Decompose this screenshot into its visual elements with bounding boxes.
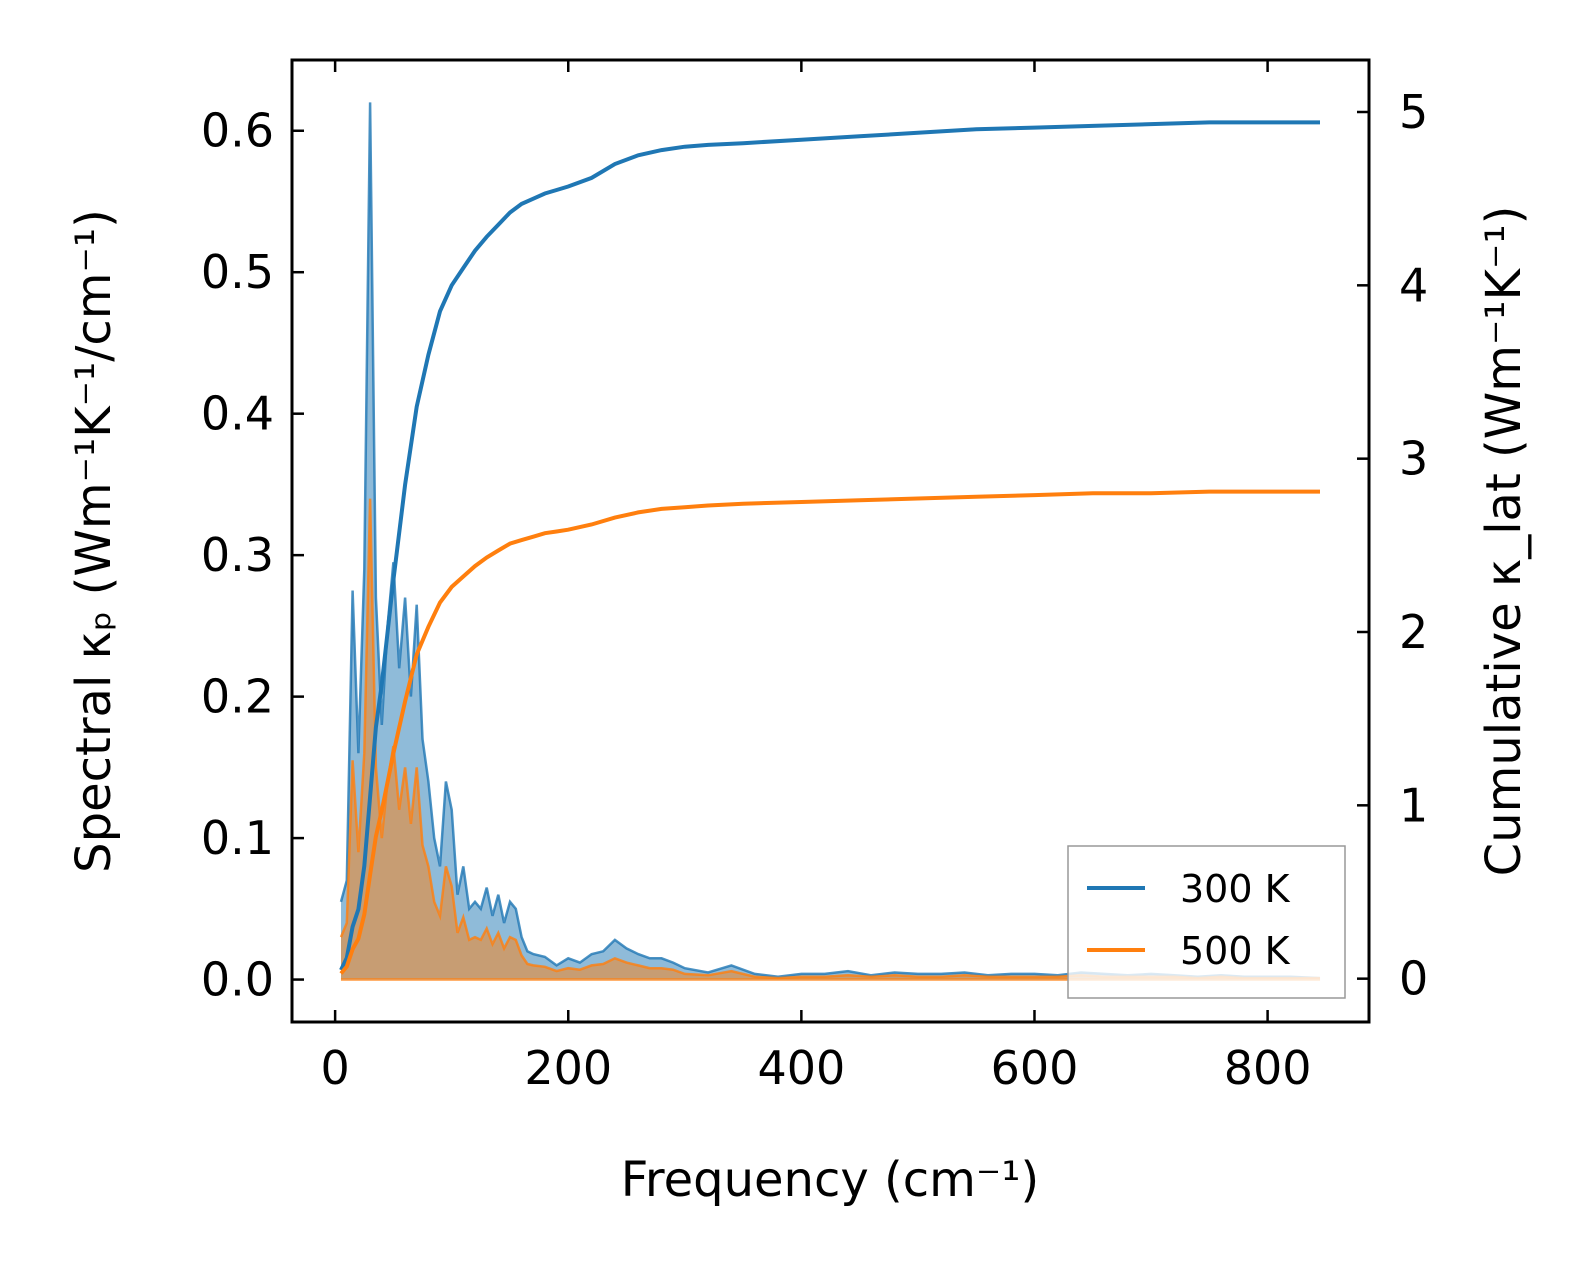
- plot-frame: [290, 58, 1371, 1024]
- y-left-tick-label: 0.6: [201, 104, 274, 158]
- cumulative-line-300k: [339, 120, 1320, 971]
- spectral-fill-500k: [341, 498, 1320, 980]
- spectral-fill-300k: [341, 102, 1320, 980]
- axis-ticks: 0 200 400 600 800 0.0 0.1 0.2 0.3 0.4 0.5 0.6 0 1 2 3 4 5: [201, 60, 1428, 1095]
- y-left-tick-label: 0.3: [201, 528, 274, 582]
- y-left-tick-label: 0.5: [201, 245, 274, 299]
- x-tick-label: 800: [1224, 1041, 1312, 1095]
- y-left-tick-label: 0.4: [201, 387, 274, 441]
- x-tick-label: 200: [524, 1041, 612, 1095]
- legend: 300 K 500 K: [1067, 845, 1346, 999]
- y-right-tick-label: 4: [1399, 258, 1428, 312]
- x-tick-label: 400: [757, 1041, 845, 1095]
- y-right-tick-label: 5: [1399, 85, 1428, 139]
- legend-label-300k: 300 K: [1180, 867, 1291, 911]
- data-lines: [339, 120, 1320, 975]
- legend-box: [1067, 845, 1346, 999]
- x-tick-label: 0: [320, 1041, 349, 1095]
- cumulative-line-500k: [339, 489, 1320, 975]
- x-tick-label: 600: [991, 1041, 1079, 1095]
- legend-label-500k: 500 K: [1180, 929, 1291, 973]
- y-right-tick-label: 3: [1399, 432, 1428, 486]
- y-left-tick-label: 0.1: [201, 811, 274, 865]
- y-right-tick-label: 0: [1399, 952, 1428, 1006]
- y-right-tick-label: 1: [1399, 778, 1428, 832]
- y-right-tick-label: 2: [1399, 605, 1428, 659]
- y-left-tick-label: 0.0: [201, 953, 274, 1007]
- x-axis-title: Frequency (cm⁻¹): [621, 1152, 1039, 1208]
- y-left-axis-title: Spectral κₚ (Wm⁻¹K⁻¹/cm⁻¹): [66, 209, 122, 873]
- y-left-tick-label: 0.2: [201, 670, 274, 724]
- y-right-axis-title: Cumulative κ_lat (Wm⁻¹K⁻¹): [1476, 206, 1532, 877]
- spectral-line-500k: [339, 498, 1320, 980]
